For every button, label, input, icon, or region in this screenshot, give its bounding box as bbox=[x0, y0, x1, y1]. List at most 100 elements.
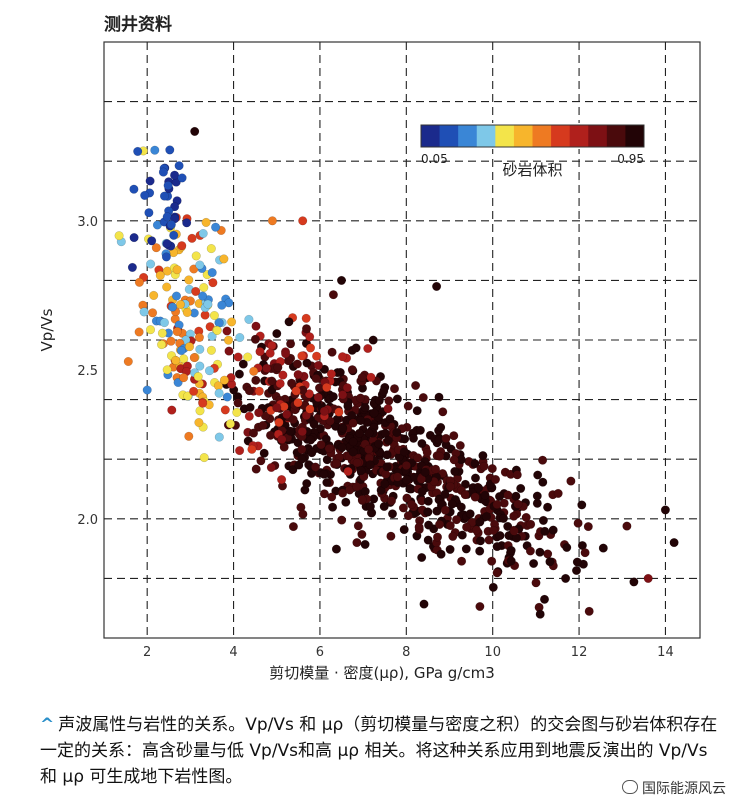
y-tick-label: 2.5 bbox=[77, 364, 98, 379]
data-point bbox=[460, 479, 470, 489]
data-point bbox=[224, 346, 234, 356]
data-point bbox=[267, 341, 277, 351]
data-point bbox=[220, 405, 230, 415]
data-point bbox=[272, 329, 282, 339]
data-point bbox=[157, 328, 167, 338]
data-point bbox=[492, 568, 502, 578]
data-point bbox=[148, 308, 158, 318]
data-point bbox=[402, 475, 412, 485]
data-point bbox=[337, 442, 347, 452]
data-point bbox=[434, 392, 444, 402]
data-point bbox=[322, 455, 332, 465]
data-point bbox=[158, 167, 168, 177]
colorbar-swatch bbox=[588, 125, 608, 147]
data-point bbox=[172, 265, 182, 275]
data-point bbox=[449, 455, 459, 465]
data-point bbox=[357, 372, 367, 383]
data-point bbox=[440, 489, 450, 499]
data-point bbox=[266, 462, 276, 473]
data-point bbox=[287, 378, 297, 388]
data-point bbox=[354, 428, 364, 438]
data-point bbox=[513, 499, 523, 509]
data-point bbox=[166, 220, 176, 230]
data-point bbox=[571, 565, 582, 576]
data-point bbox=[177, 173, 187, 183]
data-point bbox=[423, 507, 433, 517]
data-point bbox=[387, 509, 398, 519]
data-point bbox=[368, 335, 378, 345]
data-point bbox=[356, 466, 366, 476]
data-point bbox=[475, 517, 485, 527]
data-point bbox=[285, 426, 295, 436]
data-point bbox=[445, 544, 455, 554]
x-axis-title: 剪切模量 · 密度(μρ), GPa g/cm3 bbox=[269, 664, 495, 682]
data-point bbox=[235, 332, 245, 343]
data-point bbox=[382, 450, 392, 460]
data-point bbox=[183, 391, 193, 401]
data-point bbox=[311, 373, 321, 384]
data-point bbox=[417, 552, 427, 563]
colorbar-swatch bbox=[421, 125, 441, 147]
data-point bbox=[198, 228, 208, 239]
data-point bbox=[351, 343, 361, 353]
data-point bbox=[306, 435, 316, 445]
data-point bbox=[306, 468, 317, 478]
data-point bbox=[572, 557, 582, 567]
colorbar-swatch bbox=[625, 125, 645, 147]
data-point bbox=[543, 549, 553, 559]
data-point bbox=[545, 557, 555, 567]
data-point bbox=[347, 365, 357, 375]
data-point bbox=[245, 402, 255, 412]
data-point bbox=[495, 531, 505, 541]
data-point bbox=[265, 430, 276, 440]
colorbar-swatch bbox=[551, 125, 571, 147]
data-point bbox=[385, 414, 395, 424]
data-point bbox=[201, 217, 211, 227]
data-point bbox=[447, 499, 457, 509]
colorbar-swatch bbox=[476, 125, 496, 147]
data-point bbox=[480, 490, 490, 500]
data-point bbox=[291, 386, 301, 396]
data-point bbox=[338, 423, 348, 433]
data-point bbox=[195, 406, 205, 416]
data-point bbox=[374, 396, 384, 406]
data-point bbox=[208, 278, 218, 288]
data-point bbox=[355, 393, 366, 403]
data-point bbox=[312, 351, 322, 361]
data-point bbox=[292, 359, 302, 369]
y-tick-label: 3.0 bbox=[77, 215, 98, 230]
data-point bbox=[598, 543, 608, 553]
colorbar-swatch bbox=[569, 125, 589, 147]
data-point bbox=[526, 519, 536, 529]
data-point bbox=[150, 145, 160, 155]
data-point bbox=[275, 379, 285, 389]
data-point bbox=[249, 366, 259, 376]
data-point bbox=[379, 386, 389, 396]
data-point bbox=[488, 582, 498, 592]
data-point bbox=[316, 440, 326, 450]
data-point bbox=[142, 385, 152, 395]
data-point bbox=[225, 419, 235, 429]
data-point bbox=[516, 483, 526, 493]
y-tick-label: 2.0 bbox=[77, 513, 98, 528]
data-point bbox=[327, 492, 337, 502]
data-point bbox=[305, 404, 315, 414]
data-point bbox=[487, 464, 497, 474]
data-point bbox=[233, 398, 243, 408]
data-point bbox=[345, 485, 355, 495]
data-point bbox=[509, 511, 519, 521]
data-point bbox=[431, 464, 441, 474]
data-point bbox=[305, 332, 315, 342]
data-point bbox=[144, 208, 154, 218]
data-point bbox=[420, 467, 430, 477]
data-point bbox=[297, 427, 307, 437]
data-point bbox=[328, 290, 338, 300]
data-point bbox=[251, 464, 261, 474]
data-point bbox=[233, 352, 243, 362]
data-point bbox=[217, 300, 227, 310]
data-point bbox=[348, 437, 358, 447]
data-point bbox=[475, 601, 485, 612]
data-point bbox=[203, 299, 213, 309]
data-point bbox=[352, 538, 362, 548]
data-point bbox=[360, 403, 370, 413]
